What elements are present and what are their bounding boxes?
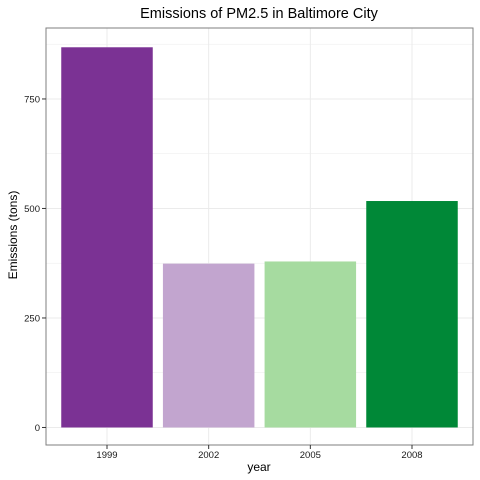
bar-2008 xyxy=(366,201,458,428)
bar-2002 xyxy=(162,263,255,428)
x-tick-label: 1999 xyxy=(96,450,117,461)
y-axis-title: Emissions (tons) xyxy=(6,191,20,280)
y-tick-label: 750 xyxy=(24,94,40,105)
x-axis-title: year xyxy=(247,460,270,474)
bars xyxy=(61,47,458,428)
y-tick-label: 0 xyxy=(35,423,40,434)
y-tick-label: 500 xyxy=(24,204,40,215)
panel-border xyxy=(45,27,474,446)
chart-title: Emissions of PM2.5 in Baltimore City xyxy=(140,6,378,22)
x-tick-label: 2005 xyxy=(300,450,321,461)
bar-2005 xyxy=(264,261,357,428)
x-axis: 1999 2002 2005 2008 xyxy=(96,445,423,461)
y-tick-label: 250 xyxy=(24,313,40,324)
bar-1999 xyxy=(61,47,153,428)
y-axis: 0 250 500 750 xyxy=(24,94,46,434)
x-tick-label: 2008 xyxy=(401,450,422,461)
x-tick-label: 2002 xyxy=(198,450,219,461)
